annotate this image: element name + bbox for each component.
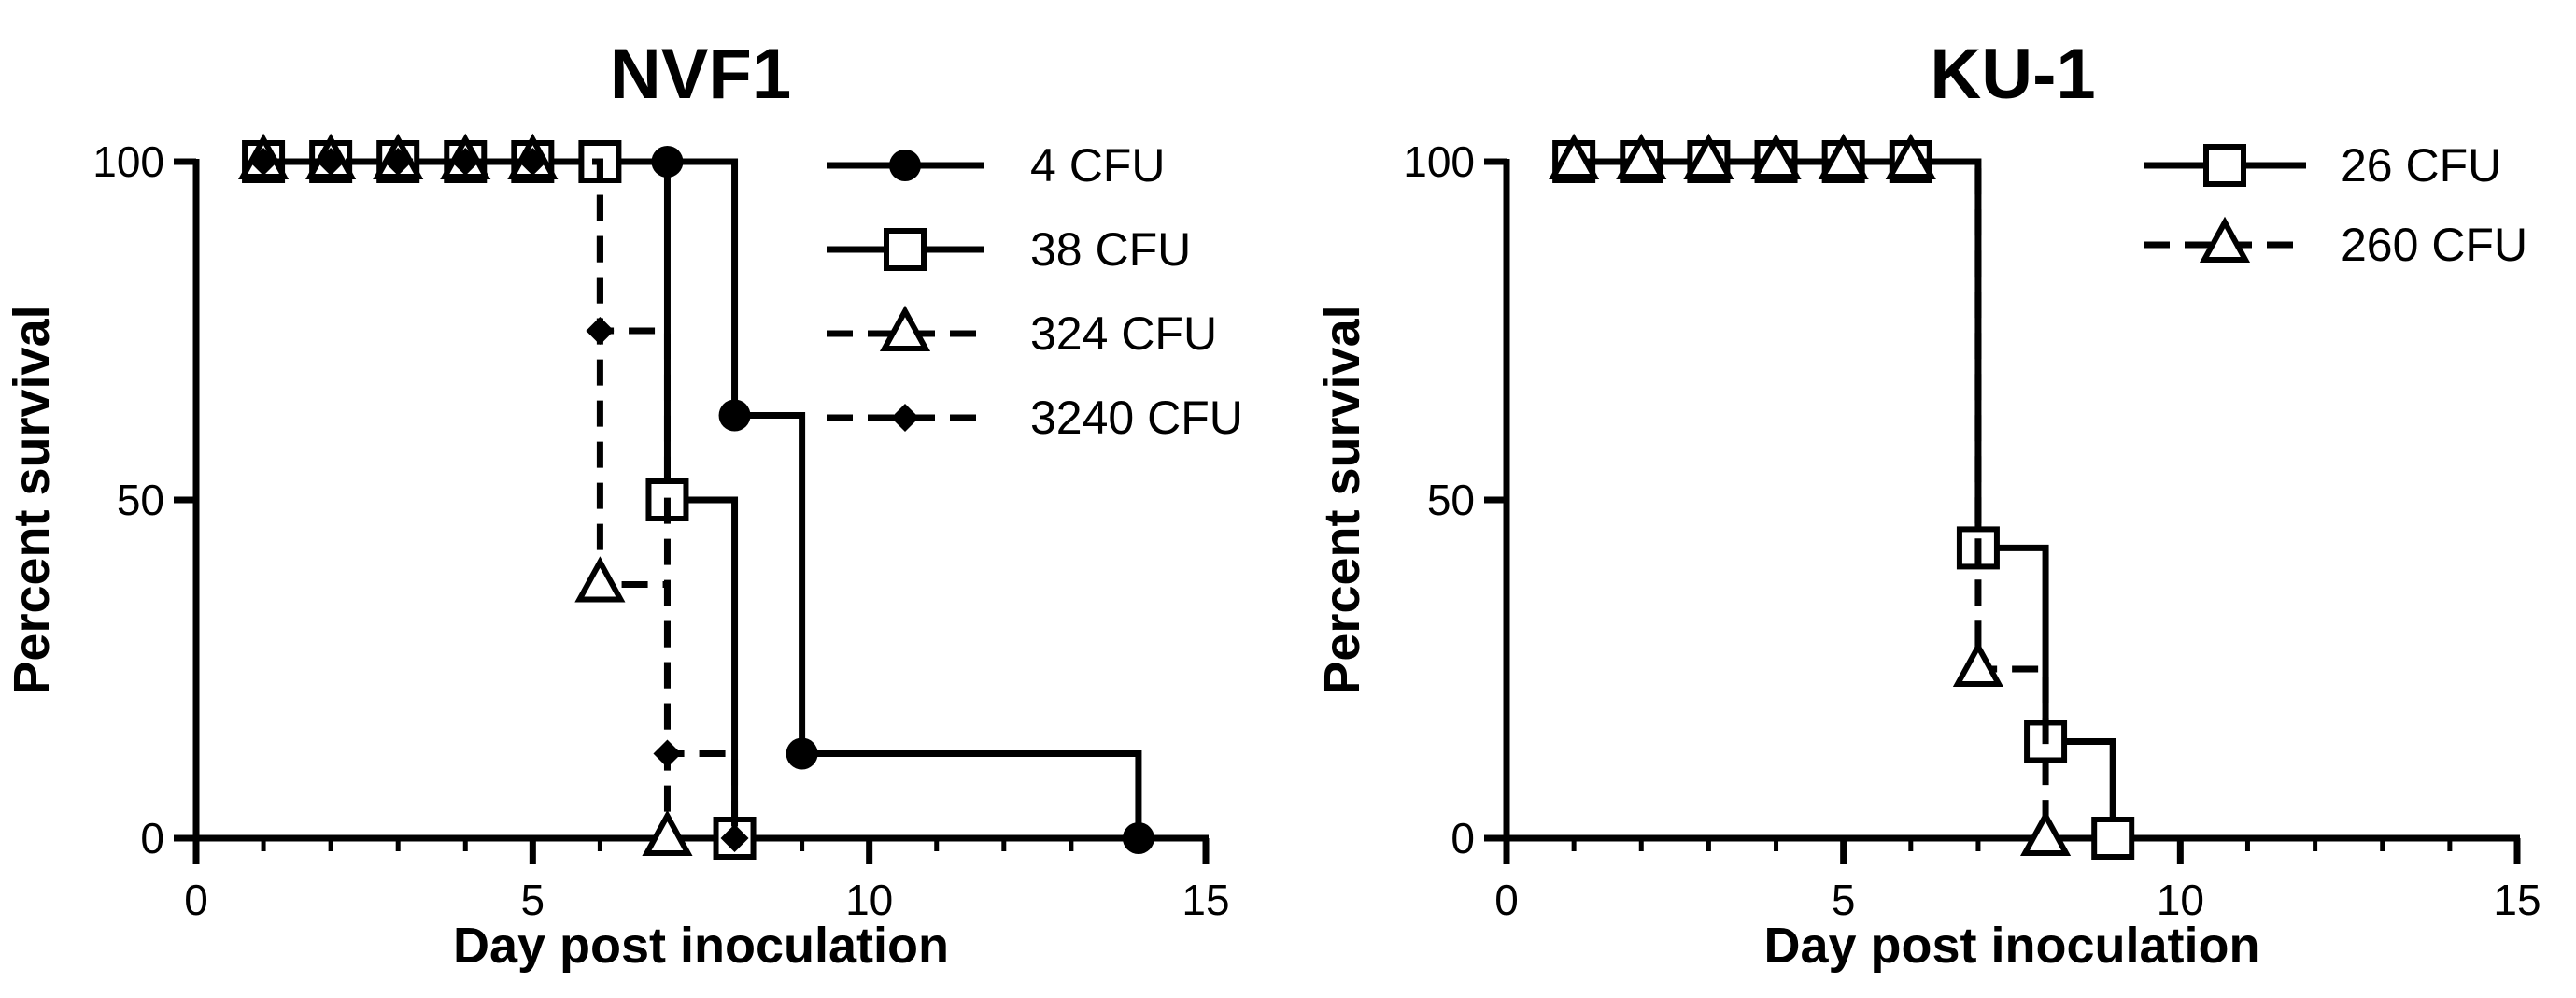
chart-panel-1: NVF1 0 50 100 0 5 10 15 Day post inoculation Perc… — [4, 35, 1243, 974]
legend-marker — [2199, 216, 2251, 263]
x-tick-label: 15 — [2493, 876, 2541, 924]
x-axis-label: Day post inoculation — [453, 918, 949, 974]
y-tick-label: 50 — [117, 476, 164, 524]
data-point — [518, 148, 547, 176]
legend-entry: 260 CFU — [2144, 216, 2527, 271]
y-tick-label: 50 — [1427, 476, 1475, 524]
data-point — [1549, 133, 1600, 179]
y-axis-label: Percent survival — [1314, 305, 1370, 694]
data-point — [1952, 640, 2004, 687]
data-point — [1683, 133, 1734, 179]
y-axis-label: Percent survival — [4, 305, 60, 694]
data-point — [653, 739, 682, 768]
data-point — [451, 148, 480, 176]
x-tick-label: 15 — [1182, 876, 1229, 924]
legend-entry: 3240 CFU — [827, 392, 1243, 444]
chart-panel-2: KU-1 0 50 100 0 5 10 15 Day post inoculation Perc… — [1314, 35, 2541, 974]
data-point — [720, 824, 749, 852]
x-tick-label: 0 — [184, 876, 208, 924]
data-point — [718, 399, 751, 432]
legend-entry: 324 CFU — [827, 305, 1217, 360]
data-point — [642, 809, 693, 856]
series-324-cfu — [237, 133, 693, 856]
legend-marker — [884, 228, 927, 271]
data-point — [1122, 822, 1154, 854]
series-260-cfu — [1549, 133, 2072, 856]
x-axis-label: Day post inoculation — [1763, 918, 2259, 974]
x-tick-label: 5 — [521, 876, 545, 924]
data-point — [317, 148, 346, 176]
legend-label: 260 CFU — [2341, 219, 2527, 271]
data-point — [2091, 817, 2135, 860]
legend-label: 38 CFU — [1030, 223, 1191, 276]
data-point — [1885, 133, 1936, 179]
legend-label: 26 CFU — [2341, 139, 2501, 192]
legend-label: 3240 CFU — [1030, 392, 1243, 444]
legend-label: 324 CFU — [1030, 307, 1217, 360]
chart-title: NVF1 — [610, 35, 791, 114]
legend-marker — [879, 305, 931, 351]
legend-marker — [2203, 144, 2246, 187]
data-point — [1616, 133, 1667, 179]
legend-entry: 4 CFU — [827, 139, 1165, 192]
y-tick-label: 0 — [1451, 814, 1475, 863]
y-tick-label: 100 — [1403, 137, 1475, 186]
data-point — [249, 148, 278, 176]
x-tick-label: 5 — [1832, 876, 1856, 924]
series-line — [263, 158, 739, 838]
x-tick-label: 0 — [1494, 876, 1519, 924]
data-point — [384, 148, 413, 176]
data-point — [574, 556, 626, 603]
series-3240-cfu — [249, 148, 749, 852]
legend-entry: 26 CFU — [2144, 139, 2501, 192]
y-tick-label: 0 — [140, 814, 164, 863]
data-point — [1818, 133, 1869, 179]
x-tick-label: 10 — [845, 876, 893, 924]
data-point — [786, 737, 818, 770]
legend-marker — [891, 404, 919, 432]
data-point — [2019, 809, 2072, 856]
legend-label: 4 CFU — [1030, 139, 1165, 192]
chart-title: KU-1 — [1930, 35, 2095, 114]
series-26-cfu — [1552, 140, 2135, 860]
legend-entry: 38 CFU — [827, 223, 1191, 276]
data-point — [586, 317, 615, 345]
series-line — [263, 158, 671, 838]
legend-marker — [889, 150, 921, 181]
x-tick-label: 10 — [2157, 876, 2204, 924]
series-line — [1574, 158, 2049, 838]
y-tick-label: 100 — [92, 137, 164, 186]
data-point — [1750, 133, 1802, 179]
